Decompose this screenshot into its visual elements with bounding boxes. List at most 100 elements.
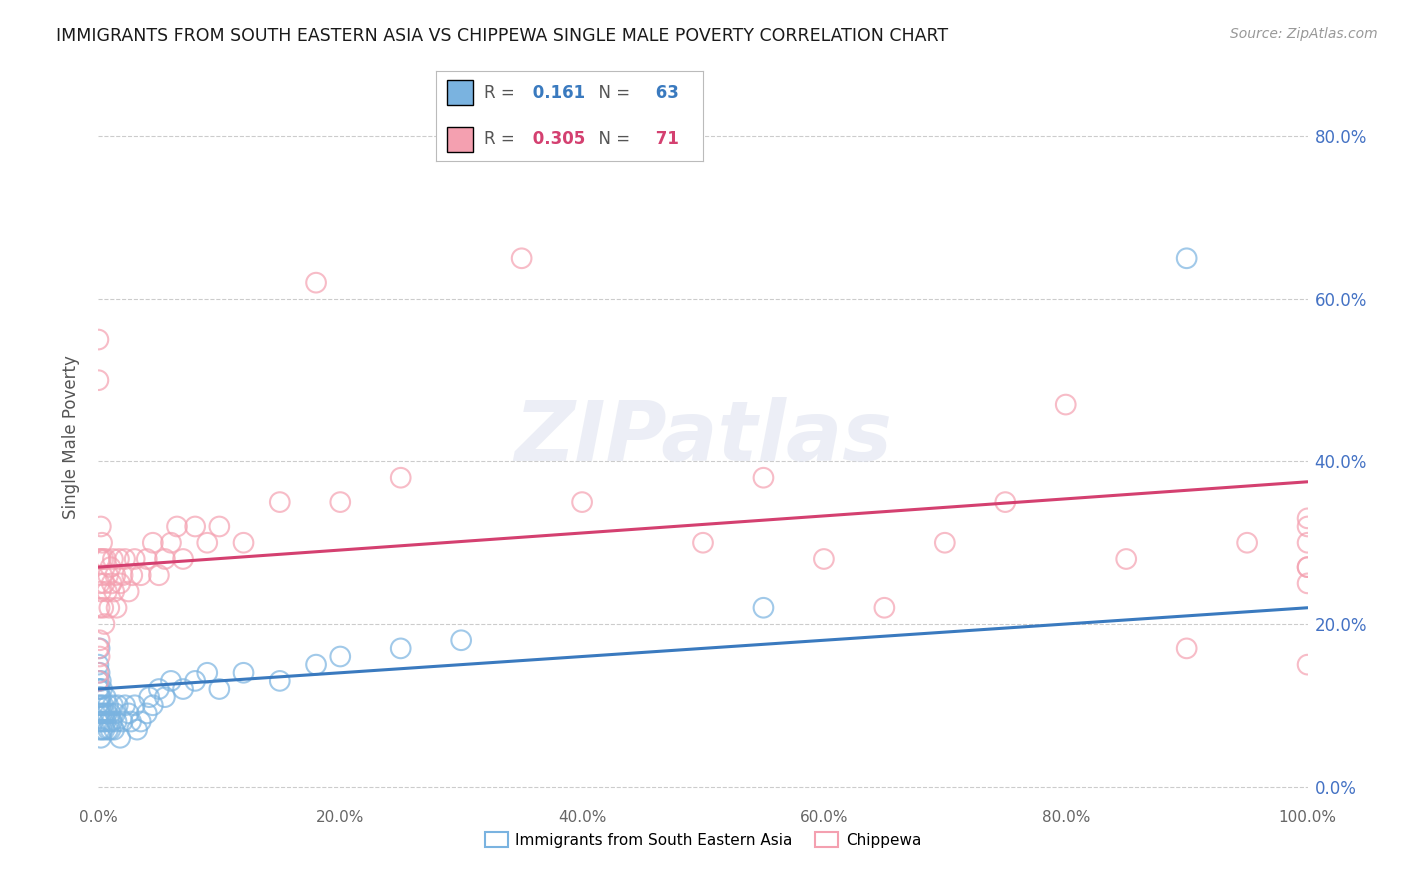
Point bbox=[160, 535, 183, 549]
Point bbox=[87, 673, 110, 688]
Point bbox=[138, 690, 160, 705]
Point bbox=[142, 698, 165, 713]
Point bbox=[269, 495, 291, 509]
FancyBboxPatch shape bbox=[447, 127, 474, 152]
Point bbox=[93, 617, 115, 632]
Point bbox=[90, 690, 112, 705]
Point bbox=[100, 706, 122, 721]
Point bbox=[389, 641, 412, 656]
Point bbox=[184, 519, 207, 533]
Point bbox=[97, 723, 120, 737]
Point bbox=[91, 714, 114, 729]
Text: 71: 71 bbox=[650, 130, 679, 148]
Text: R =: R = bbox=[484, 84, 520, 102]
Point bbox=[89, 681, 111, 696]
Text: Source: ZipAtlas.com: Source: ZipAtlas.com bbox=[1230, 27, 1378, 41]
Point bbox=[97, 568, 120, 582]
Point bbox=[305, 657, 328, 672]
Point bbox=[108, 552, 131, 566]
Point bbox=[87, 373, 110, 387]
Point bbox=[153, 690, 176, 705]
Point bbox=[98, 714, 121, 729]
Point bbox=[89, 641, 111, 656]
Point bbox=[94, 714, 117, 729]
Point bbox=[1296, 560, 1319, 574]
Point bbox=[100, 714, 122, 729]
Text: R =: R = bbox=[484, 130, 520, 148]
Point bbox=[87, 641, 110, 656]
Point bbox=[100, 560, 122, 574]
Point bbox=[208, 519, 231, 533]
Point bbox=[91, 535, 114, 549]
Point bbox=[172, 681, 194, 696]
Point bbox=[105, 714, 128, 729]
Point bbox=[232, 535, 254, 549]
Point bbox=[153, 552, 176, 566]
Point bbox=[127, 723, 149, 737]
Point bbox=[87, 657, 110, 672]
Point bbox=[752, 471, 775, 485]
Y-axis label: Single Male Poverty: Single Male Poverty bbox=[62, 355, 80, 519]
Point bbox=[87, 698, 110, 713]
Point bbox=[160, 673, 183, 688]
Point bbox=[166, 519, 188, 533]
Point bbox=[195, 535, 218, 549]
Point bbox=[100, 576, 122, 591]
Point bbox=[108, 576, 131, 591]
Point bbox=[91, 600, 114, 615]
Point bbox=[91, 723, 114, 737]
Point bbox=[1175, 252, 1198, 266]
Point bbox=[90, 698, 112, 713]
Point bbox=[87, 681, 110, 696]
Point bbox=[1175, 641, 1198, 656]
Point bbox=[103, 584, 125, 599]
Point bbox=[105, 600, 128, 615]
Point bbox=[91, 681, 114, 696]
Point bbox=[148, 681, 170, 696]
Point bbox=[89, 552, 111, 566]
Point bbox=[129, 714, 152, 729]
Point bbox=[1115, 552, 1137, 566]
Point bbox=[195, 665, 218, 680]
Point bbox=[87, 673, 110, 688]
Point bbox=[873, 600, 896, 615]
Point bbox=[91, 552, 114, 566]
Point bbox=[1296, 519, 1319, 533]
Point bbox=[108, 731, 131, 745]
Point bbox=[450, 633, 472, 648]
Point bbox=[91, 568, 114, 582]
Point bbox=[89, 723, 111, 737]
Point bbox=[87, 714, 110, 729]
Point bbox=[91, 706, 114, 721]
Point bbox=[114, 698, 136, 713]
Point bbox=[121, 568, 143, 582]
Point bbox=[90, 584, 112, 599]
Point bbox=[100, 723, 122, 737]
Point bbox=[208, 681, 231, 696]
Point bbox=[96, 706, 118, 721]
Point bbox=[305, 276, 328, 290]
Point bbox=[752, 600, 775, 615]
Text: ZIPatlas: ZIPatlas bbox=[515, 397, 891, 477]
Point bbox=[1296, 511, 1319, 525]
Point bbox=[89, 649, 111, 664]
Point bbox=[1296, 560, 1319, 574]
Point bbox=[692, 535, 714, 549]
Point bbox=[101, 552, 124, 566]
Point bbox=[90, 731, 112, 745]
Text: N =: N = bbox=[588, 84, 630, 102]
Point bbox=[1054, 398, 1077, 412]
Point bbox=[93, 706, 115, 721]
Point bbox=[89, 576, 111, 591]
Point bbox=[98, 600, 121, 615]
Point bbox=[90, 673, 112, 688]
Point bbox=[124, 552, 146, 566]
Point bbox=[96, 584, 118, 599]
Point bbox=[120, 714, 142, 729]
Point bbox=[813, 552, 835, 566]
Point bbox=[148, 568, 170, 582]
Point bbox=[124, 698, 146, 713]
Point bbox=[104, 706, 127, 721]
Point bbox=[89, 690, 111, 705]
Point bbox=[93, 576, 115, 591]
